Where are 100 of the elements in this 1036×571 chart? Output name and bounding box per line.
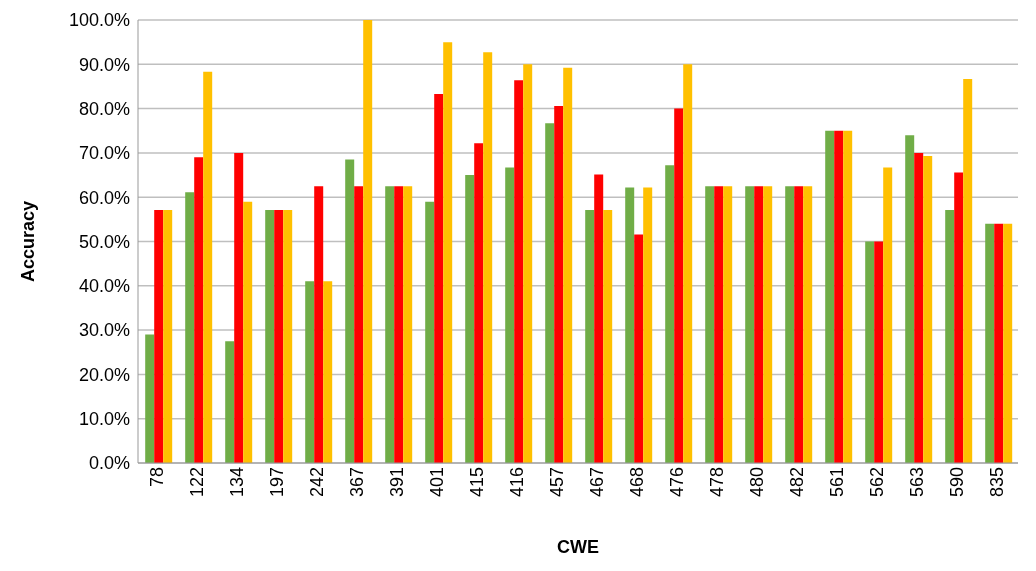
bar [145, 334, 155, 463]
bar [403, 186, 413, 463]
x-tick-label: 468 [626, 467, 647, 498]
x-tick-label: 563 [906, 467, 927, 498]
bar [634, 234, 644, 463]
bar [883, 167, 893, 463]
x-tick-label: 197 [266, 467, 287, 498]
x-tick-label: 78 [146, 467, 167, 488]
bar [474, 143, 484, 463]
bar [994, 223, 1004, 463]
bar [505, 167, 515, 463]
x-tick-label: 480 [746, 467, 767, 498]
bar [545, 123, 555, 463]
bar [443, 42, 453, 463]
bar [243, 201, 253, 463]
bar [523, 64, 533, 463]
bar [274, 210, 284, 463]
x-tick-label: 482 [786, 467, 807, 498]
x-axis-title: CWE [557, 537, 599, 557]
bar [514, 80, 524, 463]
bar [643, 187, 653, 463]
x-tick-label: 122 [186, 467, 207, 498]
bar [625, 187, 635, 463]
bar [225, 341, 235, 463]
bar [194, 157, 204, 463]
x-tick-label: 391 [386, 467, 407, 498]
x-tick-label: 242 [306, 467, 327, 498]
bar [905, 135, 915, 463]
bar [465, 175, 475, 463]
x-tick-label: 835 [986, 467, 1007, 498]
bar [963, 78, 973, 463]
bar [603, 210, 613, 463]
bar [585, 210, 595, 463]
y-tick-label: 90.0% [78, 54, 130, 75]
bar [705, 186, 715, 463]
y-tick-label: 10.0% [78, 409, 130, 430]
bar [874, 241, 884, 463]
bar [714, 186, 724, 463]
y-tick-label: 60.0% [78, 187, 130, 208]
bar [834, 130, 844, 463]
bar [843, 130, 853, 463]
x-tick-label: 561 [826, 467, 847, 498]
bar [283, 210, 293, 463]
x-tick-label: 562 [866, 467, 887, 498]
y-tick-label: 70.0% [78, 143, 130, 164]
bar [483, 52, 493, 463]
bar [563, 67, 573, 463]
y-tick-label: 20.0% [78, 364, 130, 385]
bar [794, 186, 804, 463]
y-tick-label: 80.0% [78, 98, 130, 119]
bar [363, 20, 373, 463]
bar [394, 186, 404, 463]
bar [665, 165, 675, 463]
bar [763, 186, 773, 463]
bar [745, 186, 755, 463]
x-tick-label: 401 [426, 467, 447, 498]
bar [345, 159, 355, 463]
x-tick-label: 134 [226, 467, 247, 498]
bar [594, 174, 604, 463]
bar [785, 186, 795, 463]
bar [865, 241, 875, 463]
bar [203, 71, 213, 463]
bar [723, 186, 733, 463]
bar [825, 130, 835, 463]
bar [683, 64, 693, 463]
bar [323, 281, 333, 463]
bar [434, 93, 444, 463]
bar [425, 201, 435, 463]
bar [305, 281, 315, 463]
y-tick-label: 50.0% [78, 231, 130, 252]
bar [945, 210, 955, 463]
x-tick-label: 457 [546, 467, 567, 498]
bar [923, 156, 933, 463]
bar [954, 172, 964, 463]
bar [914, 152, 924, 463]
x-tick-label: 478 [706, 467, 727, 498]
y-tick-label: 100.0% [68, 10, 130, 31]
y-tick-label: 40.0% [78, 276, 130, 297]
bar [265, 210, 275, 463]
x-tick-label: 416 [506, 467, 527, 498]
x-tick-label: 367 [346, 467, 367, 498]
bar [674, 108, 684, 463]
bar [985, 223, 995, 463]
bar [354, 186, 364, 463]
x-tick-label: 415 [466, 467, 487, 498]
bar [1003, 223, 1013, 463]
bar [314, 186, 324, 463]
x-tick-label: 476 [666, 467, 687, 498]
bar [803, 186, 813, 463]
bar [234, 152, 244, 463]
y-tick-label: 30.0% [78, 320, 130, 341]
bar [163, 210, 173, 463]
bar [554, 105, 564, 463]
y-tick-label: 0.0% [88, 453, 130, 474]
bar [385, 186, 395, 463]
x-tick-label: 467 [586, 467, 607, 498]
bar [154, 210, 164, 463]
bar [754, 186, 764, 463]
x-tick-label: 590 [946, 467, 967, 498]
bar [185, 192, 195, 463]
